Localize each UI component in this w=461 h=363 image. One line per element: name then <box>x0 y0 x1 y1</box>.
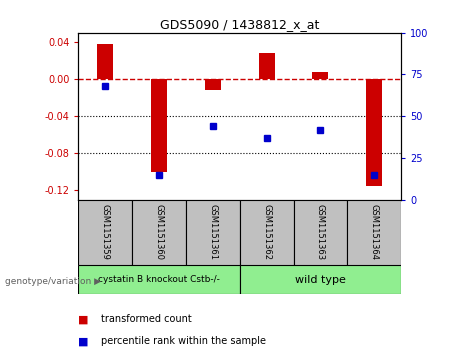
Text: GSM1151360: GSM1151360 <box>154 204 164 260</box>
Text: GSM1151363: GSM1151363 <box>316 204 325 260</box>
Bar <box>366 79 382 186</box>
Bar <box>294 200 347 265</box>
Bar <box>313 72 328 79</box>
Text: GSM1151361: GSM1151361 <box>208 204 217 260</box>
Bar <box>78 200 132 265</box>
Text: GSM1151359: GSM1151359 <box>101 204 110 260</box>
Text: cystatin B knockout Cstb-/-: cystatin B knockout Cstb-/- <box>98 275 220 284</box>
Bar <box>151 79 167 172</box>
Bar <box>132 200 186 265</box>
Text: ■: ■ <box>78 336 89 346</box>
Bar <box>240 200 294 265</box>
Bar <box>347 200 401 265</box>
Text: wild type: wild type <box>295 274 346 285</box>
Text: genotype/variation ▶: genotype/variation ▶ <box>5 277 100 286</box>
Bar <box>205 79 221 90</box>
Bar <box>186 200 240 265</box>
Text: percentile rank within the sample: percentile rank within the sample <box>101 336 266 346</box>
Bar <box>97 44 113 79</box>
Text: transformed count: transformed count <box>101 314 192 325</box>
Text: ■: ■ <box>78 314 89 325</box>
Bar <box>78 265 240 294</box>
Bar <box>240 265 401 294</box>
Text: GSM1151364: GSM1151364 <box>370 204 378 260</box>
Text: GSM1151362: GSM1151362 <box>262 204 271 260</box>
Title: GDS5090 / 1438812_x_at: GDS5090 / 1438812_x_at <box>160 19 319 32</box>
Bar <box>259 53 275 79</box>
